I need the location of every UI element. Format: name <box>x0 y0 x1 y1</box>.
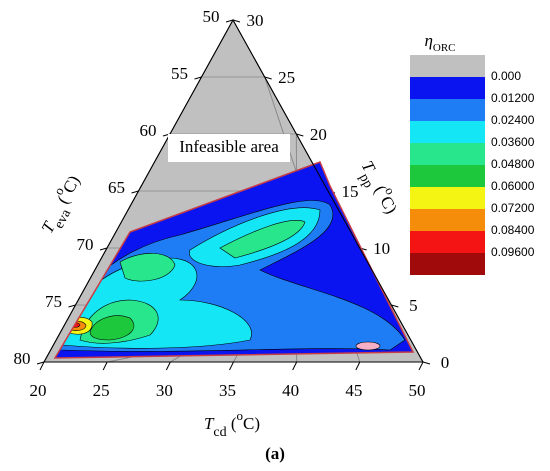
tick-mark <box>264 76 272 80</box>
bottom-axis-title: Tcd (oC) <box>204 408 260 439</box>
tick-mark <box>232 19 241 23</box>
tick-mark <box>391 304 399 308</box>
colorbar-title: ηORC <box>424 31 455 54</box>
contour-region <box>119 253 176 282</box>
colorbar-label: 0.000 <box>491 69 521 83</box>
contour-region <box>89 315 135 341</box>
contour-region <box>355 341 381 351</box>
right-tick-label: 25 <box>278 68 295 87</box>
tick-mark <box>131 190 139 194</box>
contour-region <box>219 220 306 259</box>
bottom-tick-label: 25 <box>93 381 110 400</box>
tick-mark <box>422 361 431 365</box>
tick-mark <box>99 247 108 251</box>
left-tick-label: 75 <box>45 292 62 311</box>
contours <box>55 162 413 358</box>
colorbar-cell <box>410 99 485 121</box>
colorbar-label: 0.04800 <box>491 157 535 171</box>
colorbar-label: 0.01200 <box>491 91 535 105</box>
colorbar-cell <box>410 121 485 143</box>
left-tick-label: 80 <box>14 349 31 368</box>
right-tick-label: 20 <box>310 125 327 144</box>
left-tick-label: 65 <box>108 178 125 197</box>
triangle-outline <box>43 18 424 363</box>
axis-title-part: cd <box>213 425 226 440</box>
left-tick-label: 55 <box>171 64 188 83</box>
right-tick-label: 15 <box>342 182 359 201</box>
colorbar-cell <box>410 165 485 187</box>
tick-mark <box>39 361 45 371</box>
colorbar-label: 0.08400 <box>491 223 535 237</box>
axis-title-part: C) <box>243 414 260 433</box>
caption: (a) <box>265 444 285 463</box>
bottom-tick-label: 40 <box>282 381 299 400</box>
left-tick-label: 70 <box>77 235 94 254</box>
colorbar-cell <box>410 187 485 209</box>
left-tick-label: 50 <box>203 7 220 26</box>
bottom-tick-label: 50 <box>409 381 426 400</box>
tick-mark <box>418 361 424 371</box>
bottom-tick-label: 20 <box>30 381 47 400</box>
tick-mark <box>165 361 171 371</box>
tick-mark <box>292 361 298 371</box>
right-tick-label: 0 <box>441 353 450 372</box>
axis-title-part: o <box>237 408 244 423</box>
bottom-tick-label: 45 <box>345 381 362 400</box>
colorbar-cell <box>410 231 485 253</box>
colorbar-label: 0.03600 <box>491 135 535 149</box>
axis-title-part: C) <box>59 172 84 196</box>
colorbar-title-part: η <box>424 31 432 50</box>
right-tick-label: 30 <box>247 11 264 30</box>
annotation-box <box>168 134 290 162</box>
annotation: Infeasible area <box>179 137 279 156</box>
tick-mark <box>229 361 234 371</box>
tick-mark <box>355 361 361 371</box>
colorbar-cell <box>410 55 485 77</box>
left-axis-title: Teva (oC) <box>33 170 90 240</box>
colorbar-label: 0.07200 <box>491 201 535 215</box>
feasible-boundary <box>53 161 415 359</box>
tick-mark <box>225 19 234 23</box>
axis-title-part: ( <box>227 414 237 433</box>
colorbar-label: 0.09600 <box>491 245 535 259</box>
tick-mark <box>102 361 108 371</box>
tick-mark <box>296 133 304 137</box>
axis-title-part: T <box>204 414 215 433</box>
right-tick-label: 10 <box>373 239 390 258</box>
right-axis-title: Tpp (oC) <box>352 155 406 220</box>
colorbar-cell <box>410 209 485 231</box>
colorbar-cell <box>410 143 485 165</box>
axis-title-part: pp <box>356 171 376 190</box>
colorbar-title-part: ORC <box>433 42 456 54</box>
left-tick-label: 60 <box>140 121 157 140</box>
colorbar-cell <box>410 77 485 99</box>
colorbar-label: 0.02400 <box>491 113 535 127</box>
colorbar-cell <box>410 253 485 275</box>
tick-mark <box>36 361 45 365</box>
axis-title-part: C) <box>376 193 401 217</box>
tick-mark <box>194 76 202 80</box>
bottom-tick-label: 30 <box>156 381 173 400</box>
bottom-tick-label: 35 <box>219 381 236 400</box>
right-tick-label: 5 <box>409 296 418 315</box>
tick-mark <box>68 304 76 308</box>
colorbar-label: 0.06000 <box>491 179 535 193</box>
